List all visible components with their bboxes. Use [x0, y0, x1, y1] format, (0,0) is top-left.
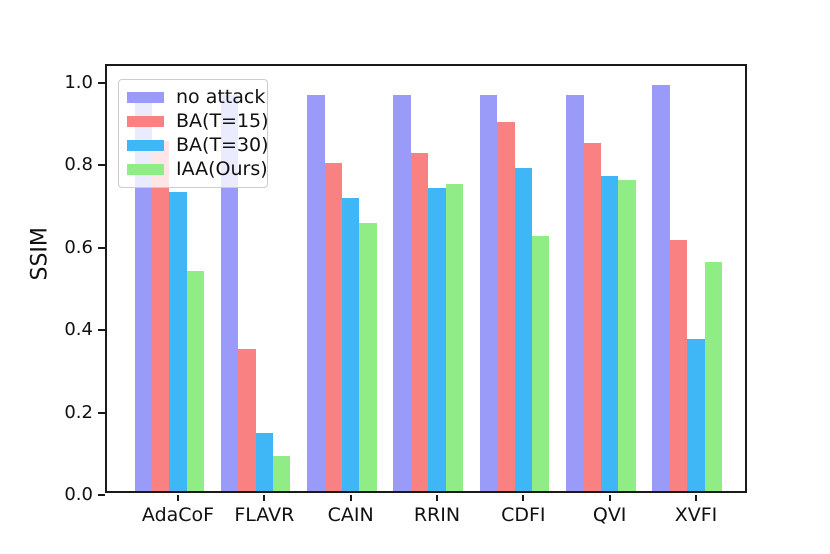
bar-ba-t-15-cain: [324, 163, 342, 491]
bar-ba-t-15-rrin: [410, 153, 429, 491]
bar-ba-t-30-cdfi: [514, 167, 532, 491]
bar-no-attack-flavr: [220, 95, 239, 491]
x-tick-mark: [608, 495, 611, 501]
bar-ba-t-15-adacof: [151, 140, 170, 491]
bar-no-attack-rrin: [393, 95, 411, 491]
bar-iaa-ours-qvi: [618, 179, 636, 491]
y-tick-mark: [98, 82, 105, 84]
legend-row-ba-t-15: BA(T=15): [127, 112, 269, 131]
y-tick-label-0-6: 0.6: [64, 236, 93, 258]
legend-row-iaa-ours: IAA(Ours): [127, 159, 268, 179]
x-tick-label-qvi: QVI: [592, 504, 627, 526]
y-tick-label-0-8: 0.8: [64, 154, 93, 176]
bar-ba-t-30-cain: [341, 198, 360, 491]
legend-label-iaa-ours: IAA(Ours): [176, 157, 268, 180]
bar-iaa-ours-cain: [359, 223, 377, 491]
plot-area: AdaCoF FLAVR CAIN RRIN CDFI QVI XVFI 0.0 0.2 0.4…: [64, 64, 747, 526]
legend-label-no-attack: no attack: [176, 86, 266, 109]
x-tick-label-rrin: RRIN: [413, 504, 461, 526]
y-tick-mark: [98, 164, 105, 167]
x-tick-mark: [435, 495, 438, 501]
bar-ba-t-15-cdfi: [497, 122, 515, 491]
x-tick-label-xvfi: XVFI: [674, 504, 718, 526]
x-tick-mark: [349, 495, 352, 501]
legend-row-no-attack: no attack: [127, 88, 265, 107]
bar-no-attack-cdfi: [479, 95, 498, 491]
x-tick-label-cdfi: CDFI: [501, 504, 546, 526]
bar-no-attack-xvfi: [652, 85, 670, 491]
legend-swatch-no-attack: [127, 92, 164, 104]
bar-ba-t-30-flavr: [255, 433, 274, 491]
y-tick-mark: [98, 494, 105, 496]
x-tick-mark: [263, 495, 266, 501]
legend-swatch-ba-t-15: [127, 116, 164, 128]
legend-swatch-ba-t-30: [127, 139, 164, 151]
bar-iaa-ours-rrin: [445, 184, 464, 491]
legend: no attack BA(T=15) BA(T=30) IAA(Ours): [118, 79, 269, 188]
bar-no-attack-adacof: [134, 95, 152, 491]
legend-row-ba-t-30: BA(T=30): [127, 135, 269, 155]
legend-label-ba-t-30: BA(T=30): [176, 133, 269, 156]
bar-ba-t-30-rrin: [428, 188, 446, 491]
y-tick-label-0-0: 0.0: [64, 484, 93, 505]
x-tick-mark: [522, 495, 525, 501]
bar-iaa-ours-flavr: [273, 455, 291, 491]
y-tick-mark: [98, 329, 105, 332]
bar-ba-t-15-qvi: [583, 142, 601, 491]
legend-swatch-iaa-ours: [127, 163, 164, 175]
y-tick-label-0-4: 0.4: [64, 319, 93, 341]
x-tick-label-flavr: FLAVR: [234, 504, 295, 526]
y-tick-label-1-0: 1.0: [64, 72, 93, 93]
bar-iaa-ours-adacof: [186, 270, 205, 491]
x-tick-mark: [694, 495, 697, 501]
bar-no-attack-cain: [307, 95, 325, 491]
bar-ba-t-30-qvi: [600, 175, 619, 491]
bar-ba-t-30-adacof: [169, 192, 187, 491]
y-tick-mark: [98, 411, 105, 414]
x-tick-label-adacof: AdaCoF: [141, 504, 215, 526]
y-tick-label-0-2: 0.2: [64, 401, 93, 423]
y-tick-mark: [98, 246, 105, 249]
bar-ba-t-15-flavr: [238, 348, 256, 491]
x-tick-mark: [177, 495, 179, 501]
bar-iaa-ours-cdfi: [532, 235, 550, 491]
bar-ba-t-30-xvfi: [687, 338, 705, 491]
bar-no-attack-qvi: [566, 95, 584, 491]
legend-label-ba-t-15: BA(T=15): [176, 110, 269, 133]
bar-ba-t-15-xvfi: [669, 239, 688, 491]
x-tick-label-cain: CAIN: [327, 504, 374, 526]
bar-iaa-ours-xvfi: [704, 262, 723, 491]
